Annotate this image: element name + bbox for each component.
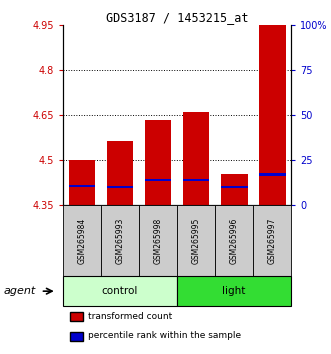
Bar xyxy=(221,186,248,188)
Text: transformed count: transformed count xyxy=(88,312,172,321)
Bar xyxy=(145,178,171,181)
FancyBboxPatch shape xyxy=(177,205,215,276)
FancyBboxPatch shape xyxy=(63,276,177,306)
Text: GSM265997: GSM265997 xyxy=(268,217,277,264)
Text: GSM265995: GSM265995 xyxy=(192,217,201,264)
Bar xyxy=(259,25,286,205)
Bar xyxy=(107,186,133,188)
FancyBboxPatch shape xyxy=(139,205,177,276)
Bar xyxy=(107,141,133,205)
Text: GSM265984: GSM265984 xyxy=(77,218,86,264)
Text: control: control xyxy=(102,286,138,296)
FancyBboxPatch shape xyxy=(215,205,253,276)
Bar xyxy=(69,160,95,205)
Text: GSM265998: GSM265998 xyxy=(154,218,163,264)
Bar xyxy=(183,178,210,181)
Text: percentile rank within the sample: percentile rank within the sample xyxy=(88,331,241,341)
Text: GSM265993: GSM265993 xyxy=(116,217,124,264)
FancyBboxPatch shape xyxy=(253,205,291,276)
Text: agent: agent xyxy=(3,286,35,296)
Bar xyxy=(69,184,95,187)
Text: GSM265996: GSM265996 xyxy=(230,217,239,264)
Text: light: light xyxy=(222,286,246,296)
FancyBboxPatch shape xyxy=(177,276,291,306)
FancyBboxPatch shape xyxy=(101,205,139,276)
Bar xyxy=(221,174,248,205)
Bar xyxy=(145,120,171,205)
Bar xyxy=(183,112,210,205)
FancyBboxPatch shape xyxy=(63,205,101,276)
Title: GDS3187 / 1453215_at: GDS3187 / 1453215_at xyxy=(106,11,248,24)
Bar xyxy=(259,173,286,176)
